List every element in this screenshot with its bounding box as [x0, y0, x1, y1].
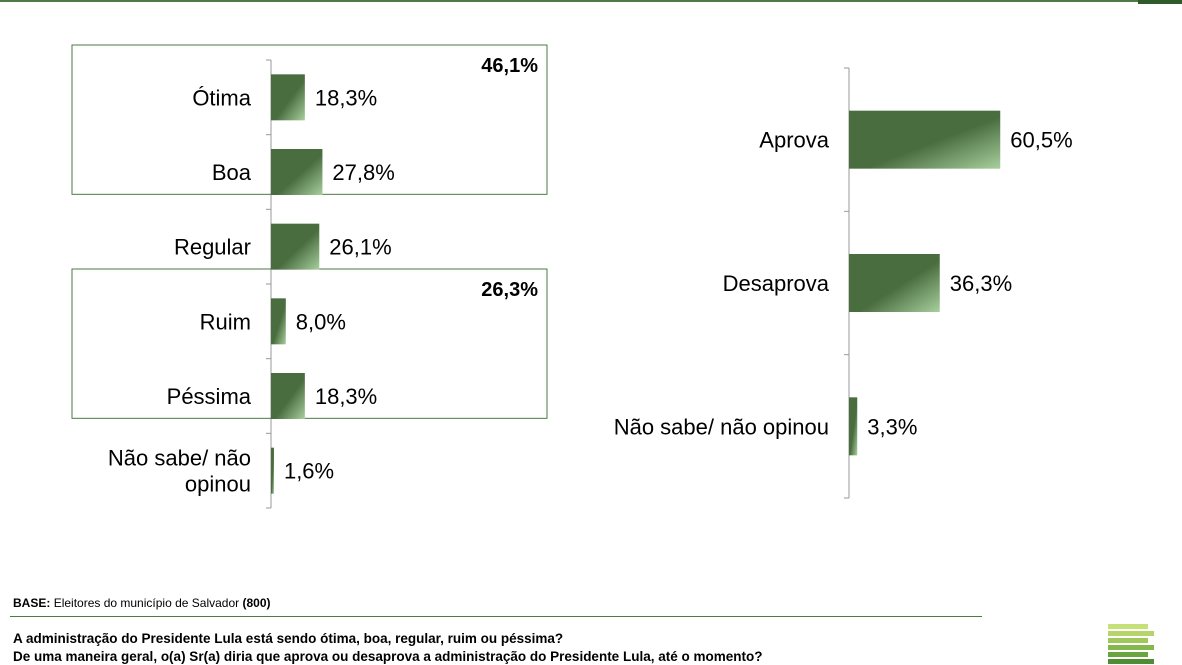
footer-rule	[10, 616, 982, 617]
rating-bar	[271, 298, 286, 345]
rating-value-label: 1,6%	[284, 459, 334, 484]
approval-bar	[849, 110, 1001, 169]
question-2: De uma maneira geral, o(a) Sr(a) diria q…	[13, 649, 763, 664]
approval-chart-svg: 60,5% Aprova 36,3% Desaprova 3,3% Não sabe/ n…	[614, 67, 1073, 499]
rating-group-total: 46,1%	[481, 55, 538, 77]
top-rule	[0, 0, 1182, 2]
approval-category-label: Desaprova	[723, 271, 830, 296]
approval-category-label: Aprova	[759, 128, 829, 153]
rating-bar	[271, 447, 274, 494]
rating-bar	[271, 223, 320, 270]
base-count: (800)	[242, 596, 271, 610]
logo-stripe	[1108, 659, 1154, 664]
logo-stripe	[1108, 645, 1154, 650]
approval-value-label: 3,3%	[867, 414, 917, 439]
approval-category-label: Não sabe/ não opinou	[614, 414, 829, 439]
rating-chart-svg: 46,1% 26,3% 18,3% Ótima 27,8% Boa 26,1% Regular…	[71, 44, 548, 509]
approval-bar	[849, 254, 940, 312]
approval-value-label: 60,5%	[1010, 128, 1072, 153]
rating-value-label: 8,0%	[296, 309, 346, 334]
approval-bar	[849, 397, 858, 456]
rating-category-label: Ótima	[192, 85, 251, 110]
approval-chart: 60,5% Aprova 36,3% Desaprova 3,3% Não sabe/ n…	[590, 0, 1182, 540]
rating-category-label: Péssima	[167, 384, 252, 409]
logo-stripe	[1108, 631, 1154, 636]
base-note: BASE: Eleitores do município de Salvador…	[13, 596, 270, 610]
rating-category-line: Não sabe/ não	[108, 446, 251, 471]
rating-category-label: Boa	[212, 160, 252, 185]
approval-value-label: 36,3%	[950, 271, 1012, 296]
base-text: Eleitores do município de Salvador	[53, 596, 240, 610]
rating-category-line: Regular	[174, 235, 251, 260]
rating-value-label: 27,8%	[332, 160, 394, 185]
approval-category-line: Aprova	[759, 128, 829, 153]
rating-category-line: Ruim	[200, 309, 251, 334]
base-label: BASE:	[13, 596, 51, 610]
approval-category-line: Não sabe/ não opinou	[614, 414, 829, 439]
rating-category-label: Não sabe/ não opinou	[108, 446, 251, 497]
rating-value-label: 18,3%	[315, 85, 377, 110]
rating-bar	[271, 149, 323, 195]
rating-category-line: Boa	[212, 160, 252, 185]
rating-bar	[271, 74, 305, 121]
rating-category-line: Ótima	[192, 85, 251, 110]
top-corner-tab	[1138, 0, 1182, 4]
rating-group-frame	[71, 268, 548, 419]
rating-value-label: 26,1%	[329, 235, 391, 260]
rating-category-label: Ruim	[200, 309, 251, 334]
rating-group-total: 26,3%	[481, 279, 538, 301]
question-1: A administração do Presidente Lula está …	[13, 631, 564, 646]
rating-value-label: 18,3%	[315, 384, 377, 409]
rating-bar	[271, 373, 305, 419]
logo-stripe	[1108, 638, 1148, 643]
rating-category-label: Regular	[174, 235, 251, 260]
rating-category-line: opinou	[185, 472, 251, 497]
rating-chart: 46,1% 26,3% 18,3% Ótima 27,8% Boa 26,1% Regular…	[0, 0, 590, 540]
rating-category-line: Péssima	[167, 384, 252, 409]
approval-category-line: Desaprova	[723, 271, 830, 296]
company-logo	[1108, 624, 1156, 665]
logo-stripe	[1108, 624, 1148, 629]
logo-stripe	[1108, 652, 1148, 657]
